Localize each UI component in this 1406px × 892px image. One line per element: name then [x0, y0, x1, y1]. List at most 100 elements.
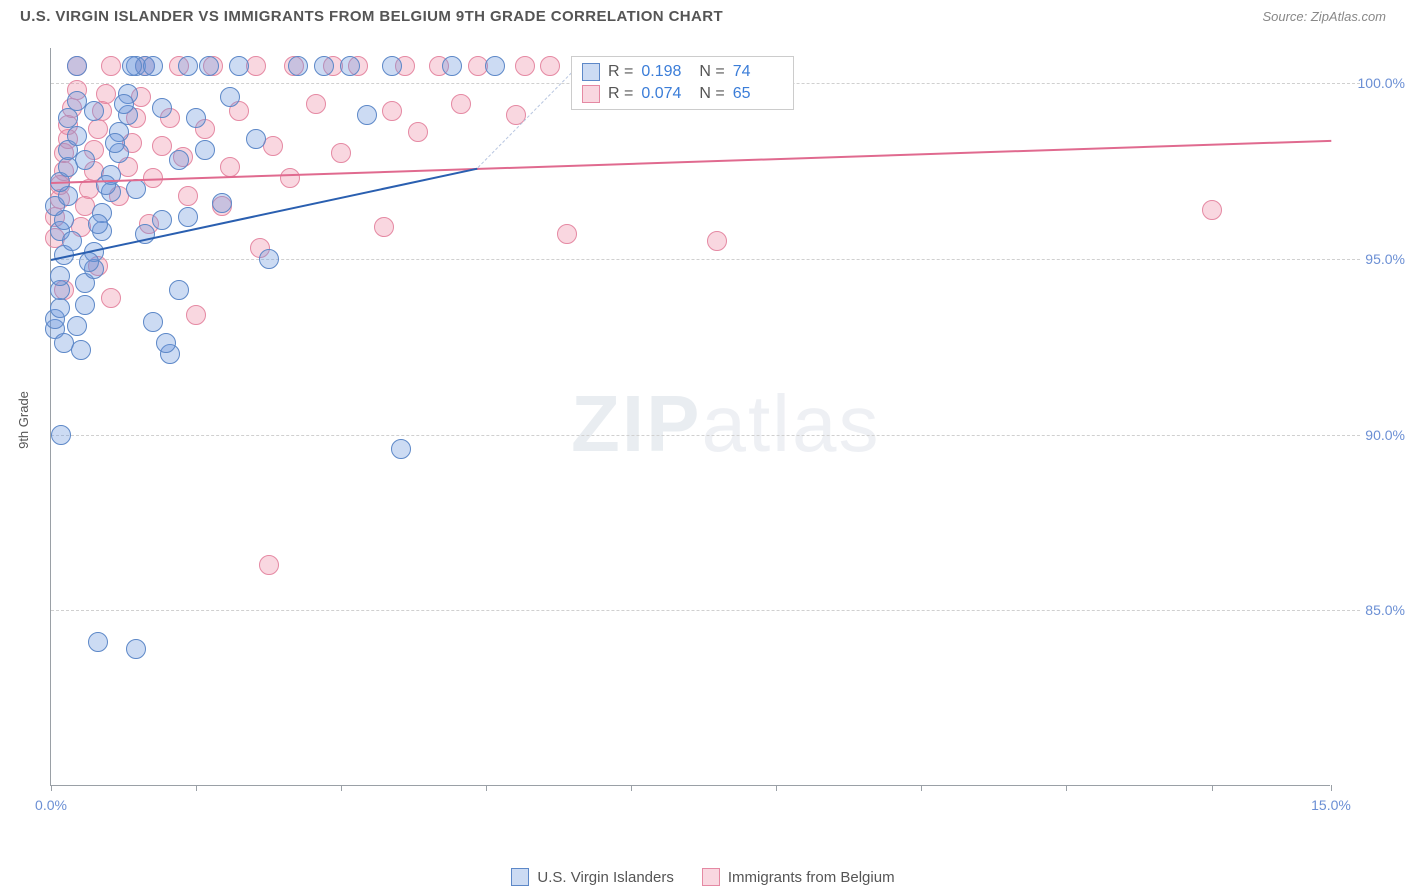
swatch-icon — [582, 85, 600, 103]
y-axis-title: 9th Grade — [16, 391, 31, 449]
stats-box: R =0.198N =74R =0.074N =65 — [571, 56, 794, 110]
point-series-a — [485, 56, 505, 76]
point-series-a — [178, 56, 198, 76]
point-series-a — [96, 175, 116, 195]
scatter-chart: ZIPatlas 85.0%90.0%95.0%100.0%0.0%15.0%R… — [50, 48, 1330, 786]
point-series-a — [212, 193, 232, 213]
point-series-a — [62, 231, 82, 251]
r-value: 0.074 — [641, 85, 691, 103]
point-series-a — [442, 56, 462, 76]
point-series-b — [263, 136, 283, 156]
point-series-a — [84, 101, 104, 121]
x-tick — [631, 785, 632, 791]
point-series-b — [152, 136, 172, 156]
point-series-b — [515, 56, 535, 76]
swatch-icon — [511, 868, 529, 886]
point-series-a — [288, 56, 308, 76]
y-tick-label: 100.0% — [1345, 75, 1405, 91]
point-series-b — [306, 94, 326, 114]
stats-row: R =0.074N =65 — [582, 83, 783, 105]
source-label: Source: ZipAtlas.com — [1262, 9, 1386, 24]
x-tick — [486, 785, 487, 791]
point-series-a — [105, 133, 125, 153]
point-series-a — [357, 105, 377, 125]
n-label: N = — [699, 85, 724, 103]
x-tick — [51, 785, 52, 791]
x-tick — [196, 785, 197, 791]
y-tick-label: 90.0% — [1345, 427, 1405, 443]
swatch-icon — [702, 868, 720, 886]
y-tick-label: 95.0% — [1345, 251, 1405, 267]
point-series-b — [540, 56, 560, 76]
point-series-b — [259, 555, 279, 575]
point-series-a — [67, 316, 87, 336]
point-series-a — [156, 333, 176, 353]
point-series-a — [340, 56, 360, 76]
point-series-a — [382, 56, 402, 76]
point-series-a — [391, 439, 411, 459]
point-series-b — [707, 231, 727, 251]
point-series-a — [143, 312, 163, 332]
x-tick — [1212, 785, 1213, 791]
point-series-a — [229, 56, 249, 76]
point-series-a — [195, 140, 215, 160]
swatch-icon — [582, 63, 600, 81]
point-series-b — [408, 122, 428, 142]
legend: U.S. Virgin Islanders Immigrants from Be… — [0, 868, 1406, 886]
x-tick — [1066, 785, 1067, 791]
point-series-a — [88, 632, 108, 652]
point-series-a — [152, 98, 172, 118]
point-series-a — [259, 249, 279, 269]
point-series-a — [143, 56, 163, 76]
legend-label: Immigrants from Belgium — [728, 869, 895, 886]
legend-label: U.S. Virgin Islanders — [537, 869, 673, 886]
watermark: ZIPatlas — [571, 378, 880, 470]
point-series-b — [178, 186, 198, 206]
point-series-a — [178, 207, 198, 227]
point-series-b — [331, 143, 351, 163]
y-tick-label: 85.0% — [1345, 602, 1405, 618]
point-series-b — [451, 94, 471, 114]
point-series-a — [246, 129, 266, 149]
gridline — [51, 610, 1360, 611]
point-series-b — [88, 119, 108, 139]
point-series-a — [126, 639, 146, 659]
legend-item-a: U.S. Virgin Islanders — [511, 868, 673, 886]
point-series-a — [75, 295, 95, 315]
r-label: R = — [608, 63, 633, 81]
n-label: N = — [699, 63, 724, 81]
point-series-a — [67, 126, 87, 146]
legend-item-b: Immigrants from Belgium — [702, 868, 895, 886]
point-series-b — [246, 56, 266, 76]
point-series-a — [314, 56, 334, 76]
stats-row: R =0.198N =74 — [582, 61, 783, 83]
point-series-a — [152, 210, 172, 230]
point-series-b — [374, 217, 394, 237]
gridline — [51, 259, 1360, 260]
x-tick-label: 0.0% — [35, 797, 67, 813]
gridline — [51, 435, 1360, 436]
point-series-a — [220, 87, 240, 107]
point-series-b — [280, 168, 300, 188]
point-series-b — [220, 157, 240, 177]
point-series-b — [101, 288, 121, 308]
chart-title: U.S. VIRGIN ISLANDER VS IMMIGRANTS FROM … — [20, 8, 723, 25]
r-label: R = — [608, 85, 633, 103]
point-series-b — [1202, 200, 1222, 220]
point-series-a — [186, 108, 206, 128]
point-series-a — [169, 280, 189, 300]
point-series-b — [382, 101, 402, 121]
point-series-a — [51, 425, 71, 445]
point-series-a — [114, 94, 134, 114]
point-series-b — [557, 224, 577, 244]
point-series-a — [50, 298, 70, 318]
point-series-a — [58, 108, 78, 128]
leader-line — [477, 73, 571, 168]
x-tick-label: 15.0% — [1311, 797, 1351, 813]
point-series-a — [79, 252, 99, 272]
point-series-a — [75, 150, 95, 170]
n-value: 74 — [733, 63, 783, 81]
point-series-b — [186, 305, 206, 325]
point-series-a — [71, 340, 91, 360]
point-series-b — [101, 56, 121, 76]
